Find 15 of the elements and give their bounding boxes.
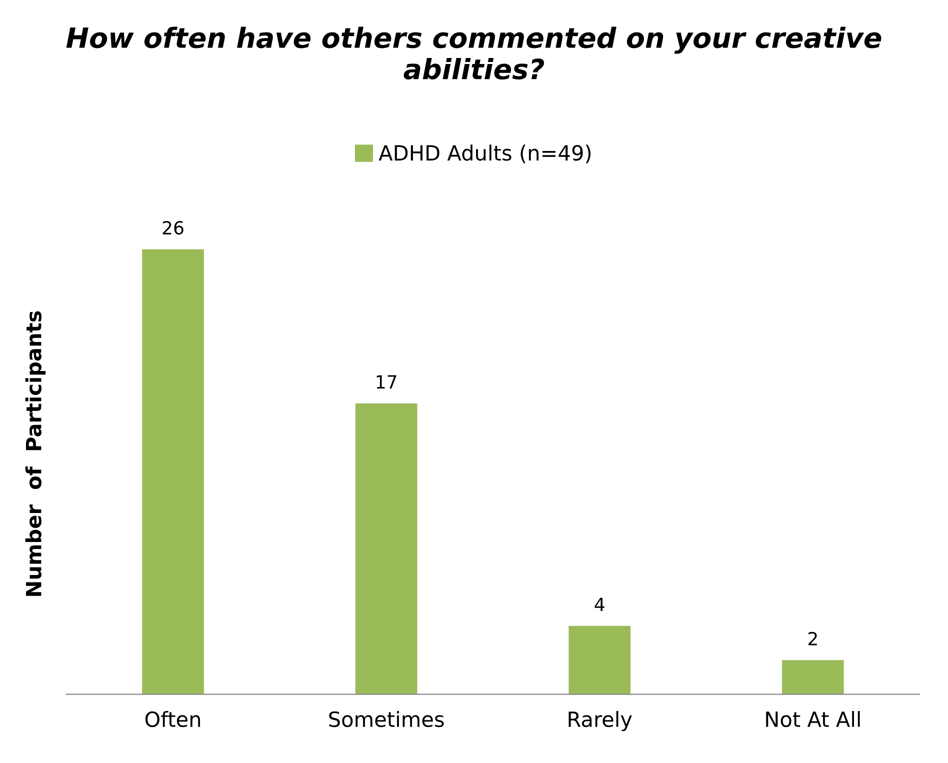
x-tick-label: Often [145, 710, 200, 728]
chart-title: How often have others commented on your creative abilities? [66, 26, 882, 80]
bar [142, 249, 204, 694]
x-tick-label: Rarely [568, 710, 632, 732]
y-axis-title: Number of Participants [25, 311, 46, 596]
legend-label: ADHD Adults (n=49) [378, 144, 591, 164]
bar [782, 660, 844, 694]
data-label: 4 [594, 598, 604, 611]
data-label: 26 [162, 220, 184, 235]
bar [355, 403, 418, 694]
data-label: 17 [376, 375, 396, 388]
bar [568, 626, 631, 694]
data-label: 2 [808, 632, 817, 646]
x-tick-label: Not At All [766, 710, 860, 728]
x-tick-label: Sometimes [329, 710, 444, 728]
